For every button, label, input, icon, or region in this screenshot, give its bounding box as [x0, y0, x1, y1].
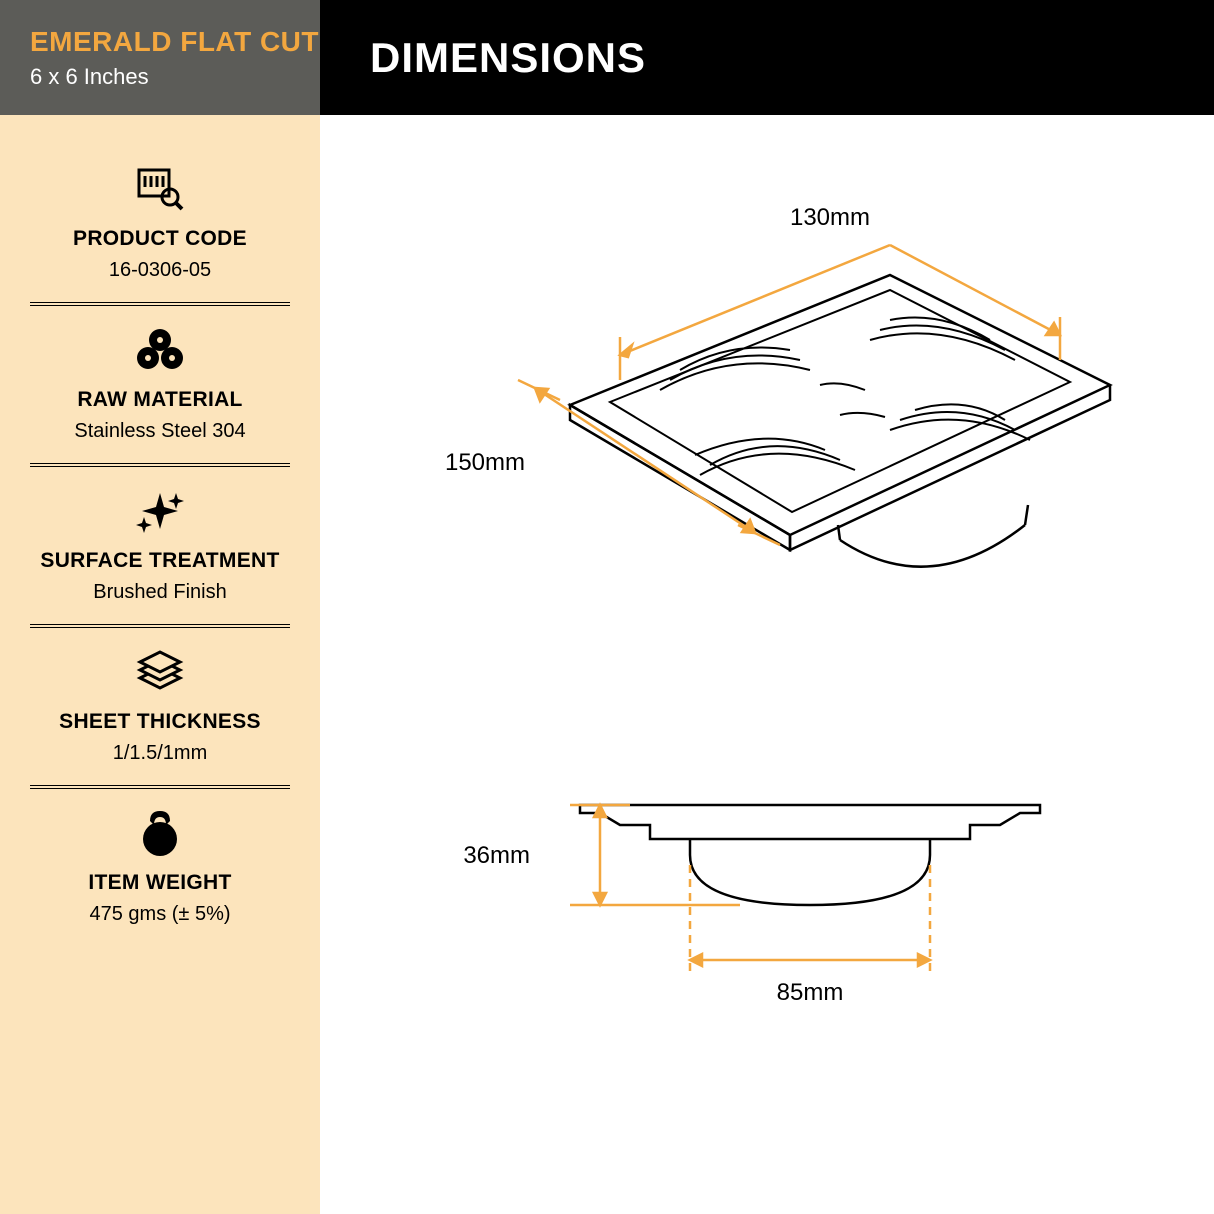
dim-85: 85mm [777, 979, 844, 1006]
specs-sidebar: PRODUCT CODE 16-0306-05 RAW MATERIAL Sta… [0, 115, 320, 1214]
barcode-search-icon [30, 165, 290, 213]
dim-36: 36mm [463, 842, 530, 869]
spec-value: 475 gms (± 5%) [30, 903, 290, 926]
spec-label: PRODUCT CODE [30, 227, 290, 251]
spec-item-weight: ITEM WEIGHT 475 gms (± 5%) [30, 789, 290, 946]
product-name: EMERALD FLAT CUT [30, 26, 320, 58]
kettlebell-icon [30, 809, 290, 857]
header-left-panel: EMERALD FLAT CUT 6 x 6 Inches [0, 0, 320, 115]
spec-raw-material: RAW MATERIAL Stainless Steel 304 [30, 306, 290, 463]
header-right-panel: DIMENSIONS [320, 0, 1214, 115]
spec-value: Stainless Steel 304 [30, 420, 290, 443]
spec-label: SURFACE TREATMENT [30, 549, 290, 573]
sparkle-icon [30, 487, 290, 535]
sheets-icon [30, 648, 290, 696]
spec-surface-treatment: SURFACE TREATMENT Brushed Finish [30, 467, 290, 624]
spec-sheet-thickness: SHEET THICKNESS 1/1.5/1mm [30, 628, 290, 785]
dimension-drawing: 130mm 150mm [320, 115, 1214, 1214]
dim-150: 150mm [445, 449, 525, 476]
spec-value: 16-0306-05 [30, 259, 290, 282]
dim-130: 130mm [790, 204, 870, 231]
spec-label: SHEET THICKNESS [30, 710, 290, 734]
spec-label: RAW MATERIAL [30, 388, 290, 412]
dimensions-title: DIMENSIONS [370, 34, 646, 82]
spec-value: Brushed Finish [30, 581, 290, 604]
diagram-area: 130mm 150mm [320, 115, 1214, 1214]
spec-value: 1/1.5/1mm [30, 742, 290, 765]
spec-product-code: PRODUCT CODE 16-0306-05 [30, 145, 290, 302]
rolls-icon [30, 326, 290, 374]
product-size: 6 x 6 Inches [30, 64, 320, 90]
spec-label: ITEM WEIGHT [30, 871, 290, 895]
